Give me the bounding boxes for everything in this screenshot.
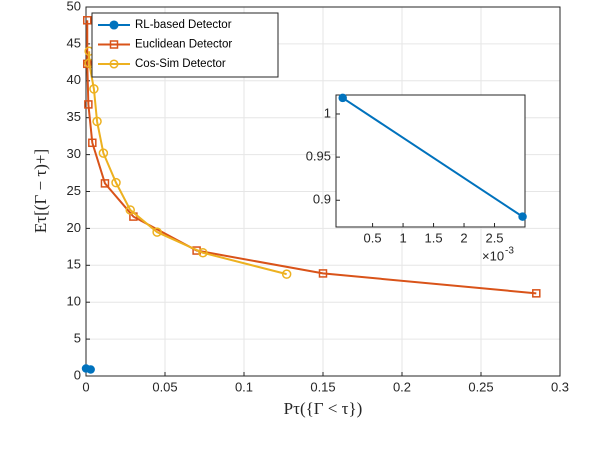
legend-marker	[109, 20, 119, 30]
x-tick-label: 2	[460, 230, 467, 245]
y-tick-label: 45	[67, 35, 81, 50]
y-tick-label: 1	[324, 105, 331, 120]
x-tick-label: 0.15	[310, 379, 335, 394]
x-tick-label: 1	[399, 230, 406, 245]
legend-label: Cos-Sim Detector	[135, 58, 226, 70]
y-axis-label: Eτ[(Γ − τ)+]	[31, 149, 50, 233]
marker	[89, 84, 99, 94]
x-multiplier-exponent: -3	[505, 246, 514, 257]
marker	[318, 269, 328, 278]
x-tick-label: 0.25	[468, 379, 493, 394]
x-tick-label: 1.5	[425, 230, 443, 245]
x-tick-label: 0.3	[551, 379, 569, 394]
y-tick-label: 40	[67, 72, 81, 87]
axes-box	[85, 6, 561, 377]
x-tick-label: 2.5	[485, 230, 503, 245]
marker	[83, 16, 92, 25]
y-tick-label: 50	[67, 0, 81, 13]
y-tick-label: 20	[67, 220, 81, 235]
legend-label: Euclidean Detector	[135, 39, 232, 51]
plot-area	[336, 95, 525, 227]
series-line	[86, 20, 537, 295]
y-tick-label: 0.9	[313, 192, 331, 207]
marker	[532, 289, 541, 298]
x-tick-label: 0	[82, 379, 89, 394]
y-tick-label: 0.95	[306, 149, 331, 164]
series-line	[342, 97, 524, 218]
marker	[88, 138, 97, 148]
marker	[518, 212, 527, 221]
marker	[338, 93, 347, 103]
marker	[100, 179, 110, 188]
x-tick-label: 0.2	[393, 379, 411, 394]
marker	[98, 148, 109, 158]
x-tick-label: 0.5	[364, 230, 382, 245]
y-tick-label: 25	[67, 183, 81, 198]
legend-label: RL-based Detector	[135, 19, 232, 31]
marker	[125, 205, 135, 215]
marker	[84, 100, 93, 109]
x-multiplier: ×10	[482, 248, 504, 263]
y-tick-label: 35	[67, 109, 81, 124]
y-tick-label: 0	[74, 367, 81, 382]
marker	[92, 116, 102, 127]
y-tick-label: 30	[67, 146, 81, 161]
legend-marker	[109, 59, 119, 69]
y-tick-label: 5	[74, 331, 81, 346]
y-tick-label: 10	[67, 294, 81, 309]
axes-box	[335, 94, 526, 228]
marker	[198, 248, 208, 258]
marker	[86, 365, 95, 374]
x-tick-label: 0.05	[152, 379, 177, 394]
x-tick-label: 0.1	[235, 379, 253, 394]
y-tick-label: 15	[67, 257, 81, 272]
legend-marker	[109, 40, 119, 49]
marker	[111, 177, 121, 188]
x-axis-label: Pτ({Γ < τ})	[284, 399, 363, 418]
marker	[152, 227, 162, 237]
marker	[281, 269, 292, 279]
